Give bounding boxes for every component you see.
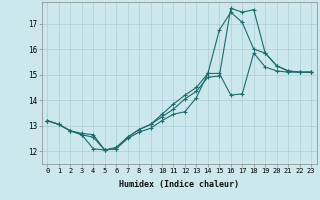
X-axis label: Humidex (Indice chaleur): Humidex (Indice chaleur) — [119, 180, 239, 189]
